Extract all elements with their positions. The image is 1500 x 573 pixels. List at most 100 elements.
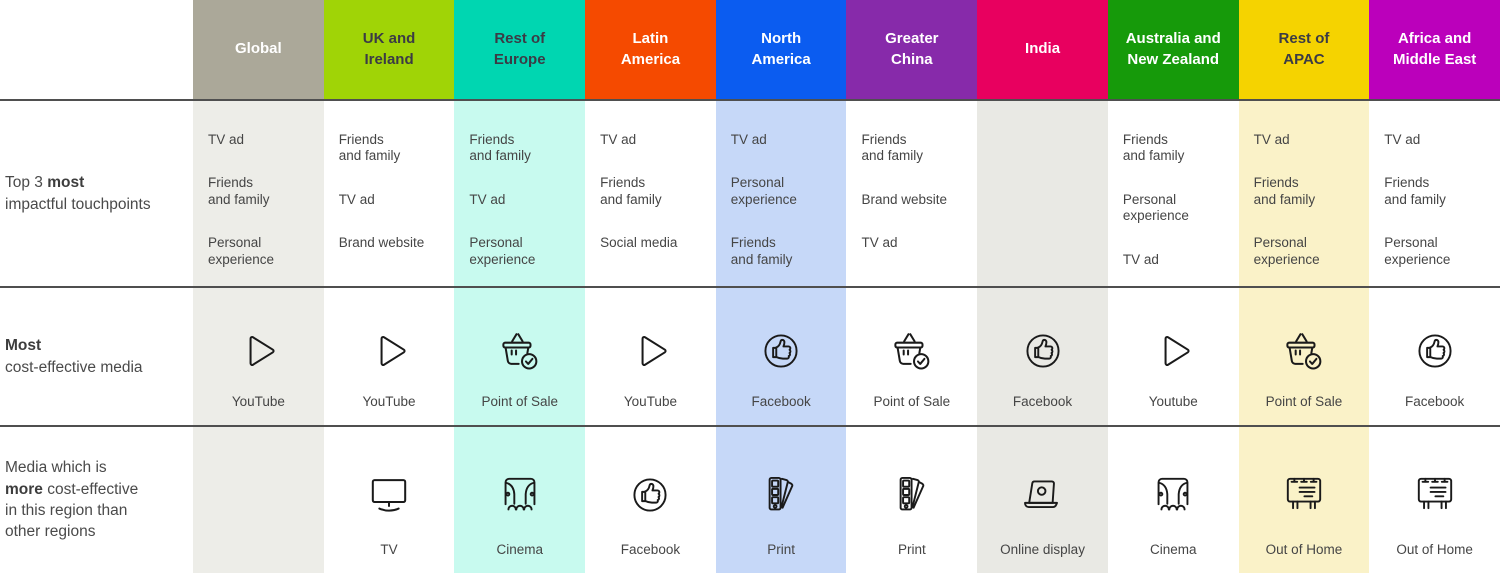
thumbs-up-icon [633, 477, 667, 512]
column-header-label: Latin America [620, 30, 681, 68]
touchpoint: TV ad [338, 191, 375, 207]
column-header-uk-ireland: UK and Ireland [323, 0, 455, 99]
media-label: YouTube [623, 394, 677, 409]
billboard-icon [1417, 477, 1452, 509]
media-label: Facebook [1012, 394, 1073, 409]
column-header-africa-me: Africa and Middle East [1369, 0, 1500, 99]
laptop-icon [1023, 479, 1058, 508]
column-header-label: North America [751, 30, 811, 68]
column-header-label: India [1025, 40, 1061, 58]
column-header-label: Australia and New Zealand [1125, 30, 1221, 68]
touchpoint: Brand website [861, 191, 948, 207]
touchpoint: Friends and family [1122, 132, 1185, 164]
cell-top-media-africa-me: Facebook [1369, 288, 1500, 425]
touchpoint: TV ad [861, 235, 898, 251]
touchpoint: TV ad [730, 132, 767, 147]
cinema-stage-icon [1157, 477, 1189, 510]
touchpoint: TV ad [469, 191, 506, 207]
cell-regional-media-australia-nz: Cinema [1108, 427, 1239, 573]
touchpoint: Friends and family [600, 175, 662, 207]
row-label-text: Most cost-effective media [5, 337, 143, 376]
column-header-label: UK and Ireland [362, 30, 416, 68]
column-header-australia-nz: Australia and New Zealand [1107, 0, 1239, 99]
row-touchpoints: Top 3 most impactful touchpoints TV ad Fr… [0, 101, 1500, 286]
touchpoint: Friends and family [730, 235, 793, 267]
column-header-label: Greater China [885, 30, 939, 68]
row-regional-cost-effective: Media which is more cost-effective in th… [0, 427, 1500, 573]
cell-top-media-global: YouTube [193, 288, 324, 425]
cell-touchpoints-greater-china: Friends and family Brand website TV ad [846, 101, 977, 286]
cinema-stage-icon [504, 477, 536, 510]
cell-touchpoints-global: TV ad Friends and family Personal experien… [193, 101, 324, 286]
play-icon [1164, 335, 1190, 367]
play-icon [641, 335, 668, 367]
media-label: Out of Home [1265, 542, 1343, 557]
cell-touchpoints-india [977, 101, 1108, 286]
cell-top-media-uk-ireland: YouTube [324, 288, 455, 425]
touchpoint: Social media [600, 235, 678, 251]
column-header-label: Rest of APAC [1278, 30, 1330, 68]
cell-top-media-latin-america: YouTube [585, 288, 716, 425]
media-label: Print [767, 542, 796, 557]
media-label: Cinema [496, 542, 543, 557]
thumbs-up-icon [1025, 334, 1060, 368]
cell-touchpoints-rest-europe: Friends and family TV ad Personal experien… [454, 101, 586, 286]
touchpoint: Brand website [338, 235, 425, 251]
row-label-most-cost-effective: Most cost-effective media [0, 288, 193, 425]
touchpoint: TV ad [1384, 132, 1421, 147]
column-header-north-america: North America [715, 0, 847, 99]
cell-touchpoints-australia-nz: Friends and family Personal experience TV … [1108, 101, 1239, 286]
media-label: Out of Home [1396, 542, 1473, 557]
column-header-greater-china: Greater China [846, 0, 978, 99]
media-label: YouTube [231, 394, 285, 409]
cell-top-media-australia-nz: Youtube [1108, 288, 1239, 425]
touchpoint: Friends and family [208, 175, 270, 207]
play-icon [380, 335, 406, 367]
media-label: TV [380, 542, 398, 557]
touchpoint: Friends and family [469, 132, 531, 164]
row-most-cost-effective: Most cost-effective media YouTube YouTub… [0, 288, 1500, 425]
touchpoint: Friends and family [1384, 175, 1446, 207]
touchpoint: Personal experience [730, 175, 797, 207]
row-label-text: Media which is more cost-effective in th… [5, 459, 139, 541]
row-label-text: Top 3 most impactful touchpoints [5, 174, 151, 213]
media-label: Facebook [620, 542, 681, 557]
media-label: Point of Sale [1265, 394, 1343, 409]
media-label: Point of Sale [873, 394, 951, 409]
header-row: Global UK and Ireland Rest of Europe Lat… [0, 0, 1500, 99]
pos-basket-icon [1286, 333, 1322, 370]
column-header-latin-america: Latin America [585, 0, 716, 99]
cell-touchpoints-uk-ireland: Friends and family TV ad Brand website [324, 101, 455, 286]
cell-top-media-india: Facebook [977, 288, 1108, 425]
cell-regional-media-global [193, 427, 324, 573]
touchpoint: TV ad [1253, 132, 1290, 147]
touchpoint: Personal experience [1384, 235, 1451, 267]
media-label: YouTube [362, 394, 416, 409]
cell-touchpoints-rest-apac: TV ad Friends and family Personal experien… [1238, 101, 1370, 286]
column-header-label: Rest of Europe [493, 30, 546, 68]
divider-line [0, 99, 1500, 101]
media-label: Cinema [1149, 542, 1197, 557]
thumbs-up-icon [1418, 334, 1452, 368]
cell-touchpoints-africa-me: TV ad Friends and family Personal experien… [1369, 101, 1500, 286]
play-icon [249, 335, 275, 367]
column-header-label: Africa and Middle East [1392, 30, 1477, 68]
cell-regional-media-latin-america: Facebook [585, 427, 716, 573]
cell-touchpoints-north-america: TV ad Personal experience Friends and fami… [715, 101, 847, 286]
touchpoint: Personal experience [469, 235, 536, 267]
touchpoint: TV ad [1122, 251, 1159, 267]
touchpoint: TV ad [600, 132, 637, 147]
touchpoint: Friends and family [861, 132, 924, 164]
column-header-rest-europe: Rest of Europe [454, 0, 586, 99]
print-swatches-icon [899, 476, 925, 510]
cell-top-media-rest-apac: Point of Sale [1238, 288, 1370, 425]
column-header-global: Global [193, 0, 324, 99]
touchpoint: Friends and family [1253, 175, 1316, 207]
touchpoint: TV ad [208, 132, 245, 147]
touchpoint: Personal experience [1253, 235, 1320, 267]
media-label: Facebook [1404, 394, 1465, 409]
print-swatches-icon [768, 476, 794, 510]
cell-regional-media-north-america: Print [715, 427, 847, 573]
billboard-icon [1286, 477, 1322, 509]
